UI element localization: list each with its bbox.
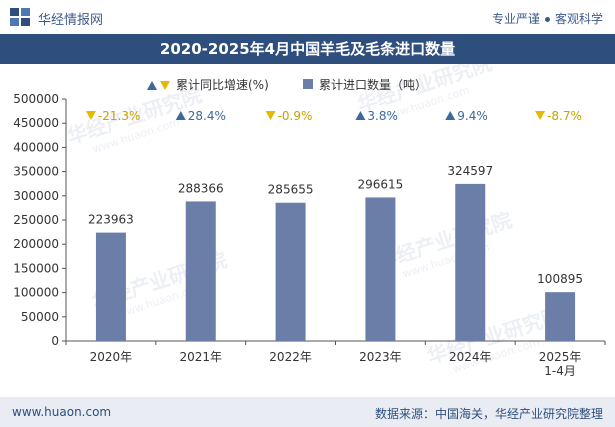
bar <box>95 232 126 341</box>
x-tick-label-line: 2024年 <box>449 350 492 364</box>
bar-value-label: 223963 <box>88 213 134 227</box>
x-tick-label-line: 2023年 <box>359 350 402 364</box>
growth-value-label: -0.9% <box>278 109 313 123</box>
y-tick-label: 500000 <box>13 92 59 106</box>
x-axis: 2020年 2021年 2022年 2023年 2024年 2025年 1-4月 <box>65 340 606 378</box>
growth-value-label: -21.3% <box>98 109 140 123</box>
legend-bar-swatch <box>303 79 313 89</box>
legend-growth-label: 累计同比增速(%) <box>176 78 269 92</box>
growth-markers: -21.3% 28.4% -0.9% 3.8% 9.4% -8.7% <box>85 109 582 123</box>
x-tick-label-line: 2022年 <box>269 350 312 364</box>
y-tick-label: 450000 <box>13 116 59 130</box>
y-tick-label: 50000 <box>21 310 59 324</box>
y-tick-label: 350000 <box>13 165 59 179</box>
legend-volume-label: 累计进口数量（吨） <box>319 77 427 92</box>
bar <box>455 183 486 341</box>
footer-source: 数据来源：中国海关，华经产业研究院整理 <box>374 407 603 421</box>
growth-value-label: -8.7% <box>547 109 582 123</box>
bar <box>365 197 396 341</box>
y-tick-label: 0 <box>51 334 59 348</box>
y-tick-label: 100000 <box>13 286 59 300</box>
footer-url: www.huaon.com <box>12 405 112 419</box>
y-tick-label: 400000 <box>13 140 59 154</box>
y-tick-label: 300000 <box>13 189 59 203</box>
header-bar: 华经情报网 专业严谨 客观科学 <box>0 0 615 34</box>
growth-down-triangle-icon <box>535 111 546 120</box>
bar <box>185 201 216 341</box>
x-tick-label-line: 2025年 <box>539 350 582 364</box>
growth-up-triangle-icon <box>355 111 366 120</box>
x-tick-label: 2022年 <box>269 350 312 364</box>
title-bar <box>0 34 615 64</box>
x-tick-label-line: 1-4月 <box>544 364 576 378</box>
slogan-left: 专业严谨 <box>491 12 540 26</box>
bar-value-label: 288366 <box>178 181 224 195</box>
y-tick-label: 250000 <box>13 213 59 227</box>
growth-up-triangle-icon <box>445 111 456 120</box>
growth-value-label: 3.8% <box>367 109 398 123</box>
footer-bar <box>0 397 615 427</box>
growth-up-triangle-icon <box>175 111 186 120</box>
y-axis: 0 50000 100000 150000 200000 250000 300000 3500… <box>13 92 67 348</box>
bar-value-label: 285655 <box>268 183 314 197</box>
bar <box>275 202 306 341</box>
site-name: 华经情报网 <box>38 13 104 28</box>
x-tick-label-line: 2020年 <box>90 350 133 364</box>
bar-value-label: 296615 <box>358 177 404 191</box>
slogan: 专业严谨 客观科学 <box>492 10 603 27</box>
bar <box>545 292 576 341</box>
growth-value-label: 9.4% <box>457 109 488 123</box>
x-tick-label: 2024年 <box>449 350 492 364</box>
slogan-right: 客观科学 <box>554 12 603 26</box>
x-tick-label: 2023年 <box>359 350 402 364</box>
bars-group: 223963 288366 285655 296615 324597 100895 <box>88 164 583 341</box>
y-tick-label: 200000 <box>13 237 59 251</box>
slogan-dot-icon <box>544 17 550 22</box>
chart-svg: 华经产业研究院www.huaon.com华经产业研究院www.huaon.com… <box>13 64 606 378</box>
legend-up-triangle-icon <box>147 81 157 90</box>
x-tick-label-line: 2021年 <box>179 350 222 364</box>
x-tick-label: 2025年 1-4月 <box>539 350 582 378</box>
legend-down-triangle-icon <box>160 81 170 90</box>
growth-down-triangle-icon <box>85 111 96 120</box>
huajing-logo-icon <box>10 8 30 26</box>
y-tick-label: 150000 <box>13 261 59 275</box>
legend: 累计同比增速(%) 累计进口数量（吨） <box>147 77 427 92</box>
x-tick-label: 2020年 <box>90 350 133 364</box>
growth-down-triangle-icon <box>265 111 276 120</box>
chart-title: 2020-2025年4月中国羊毛及毛条进口数量 <box>159 40 456 58</box>
bar-value-label: 100895 <box>537 272 583 286</box>
x-tick-label: 2021年 <box>179 350 222 364</box>
bar-value-label: 324597 <box>447 164 493 178</box>
growth-value-label: 28.4% <box>188 109 226 123</box>
